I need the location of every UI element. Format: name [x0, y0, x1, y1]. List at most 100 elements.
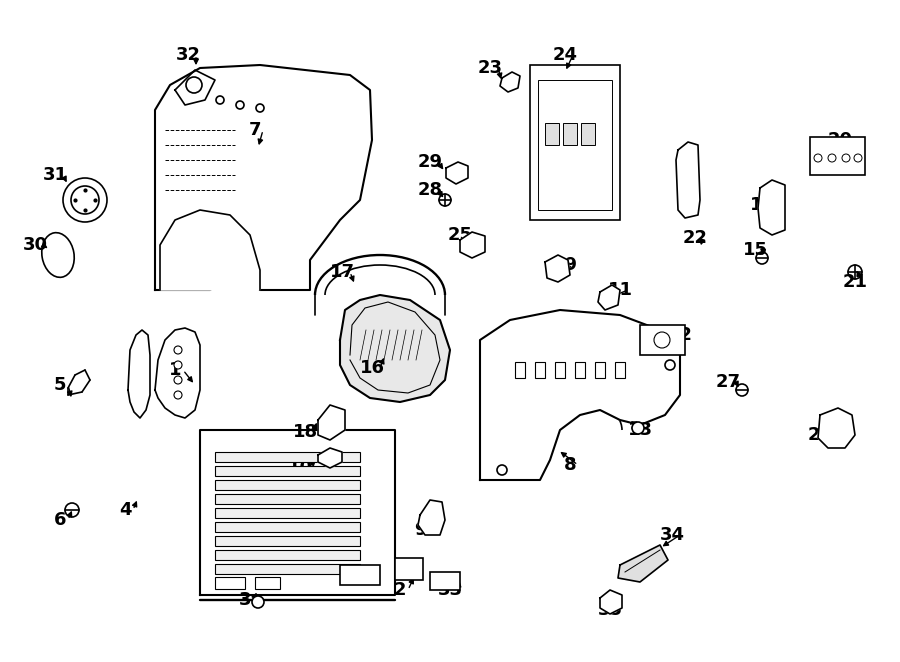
Text: 15: 15 [742, 241, 768, 259]
Polygon shape [598, 285, 620, 310]
Polygon shape [618, 545, 668, 582]
Circle shape [186, 77, 202, 93]
Bar [430, 572, 460, 590]
Polygon shape [155, 328, 200, 418]
Bar [215, 452, 360, 462]
Text: 19: 19 [553, 256, 578, 274]
Polygon shape [200, 430, 395, 595]
Text: 3: 3 [238, 591, 251, 609]
Text: 1: 1 [169, 361, 181, 379]
Bar [215, 577, 245, 589]
Text: 13: 13 [627, 421, 652, 439]
Bar [575, 362, 585, 378]
Text: 23: 23 [478, 59, 502, 77]
Circle shape [174, 361, 182, 369]
Circle shape [828, 154, 836, 162]
Bar [215, 494, 360, 504]
Bar [581, 123, 595, 145]
Circle shape [497, 465, 507, 475]
Bar [563, 123, 577, 145]
Bar [538, 80, 612, 210]
Text: 22: 22 [682, 229, 707, 247]
Text: 33: 33 [437, 581, 463, 599]
Text: 11: 11 [608, 281, 633, 299]
Text: 27: 27 [716, 373, 741, 391]
Circle shape [252, 596, 264, 608]
Circle shape [216, 96, 224, 104]
Bar [640, 325, 685, 355]
Circle shape [63, 178, 107, 222]
Text: 21: 21 [842, 273, 868, 291]
Text: 9: 9 [414, 521, 427, 539]
Text: 32: 32 [176, 46, 201, 64]
Polygon shape [460, 232, 485, 258]
Polygon shape [340, 295, 450, 402]
Circle shape [256, 104, 264, 112]
Text: 4: 4 [119, 501, 131, 519]
Circle shape [736, 384, 748, 396]
Polygon shape [500, 72, 520, 92]
Polygon shape [818, 408, 855, 448]
Text: 34: 34 [660, 526, 685, 544]
Circle shape [174, 346, 182, 354]
Polygon shape [175, 70, 215, 105]
Bar [545, 123, 559, 145]
Circle shape [854, 154, 862, 162]
Bar [395, 558, 423, 580]
Polygon shape [318, 448, 342, 468]
Bar [515, 362, 525, 378]
Circle shape [848, 265, 862, 279]
Text: 26: 26 [807, 426, 833, 444]
Polygon shape [160, 210, 260, 290]
Bar [555, 362, 565, 378]
Bar [255, 577, 280, 589]
Text: 7: 7 [248, 121, 261, 139]
Bar [215, 480, 360, 490]
Bar [215, 536, 360, 546]
Bar [810, 137, 865, 175]
Text: 28: 28 [418, 181, 443, 199]
Polygon shape [446, 162, 468, 184]
Circle shape [632, 422, 644, 434]
Text: 2: 2 [394, 581, 406, 599]
Text: 14: 14 [750, 196, 775, 214]
Bar [215, 564, 360, 574]
Bar [215, 508, 360, 518]
Text: 12: 12 [668, 326, 692, 344]
Text: 31: 31 [42, 166, 68, 184]
Bar [530, 65, 620, 220]
Bar [215, 550, 360, 560]
Bar [535, 362, 545, 378]
Polygon shape [155, 65, 372, 290]
Text: 17: 17 [329, 263, 355, 281]
Text: 24: 24 [553, 46, 578, 64]
Text: 29: 29 [418, 153, 443, 171]
Bar [215, 522, 360, 532]
Polygon shape [480, 310, 680, 480]
Bar [595, 362, 605, 378]
Text: 10: 10 [287, 459, 312, 477]
Text: 35: 35 [598, 601, 623, 619]
Circle shape [654, 332, 670, 348]
Circle shape [842, 154, 850, 162]
Text: 6: 6 [54, 511, 67, 529]
Text: 25: 25 [447, 226, 473, 244]
Bar [340, 565, 380, 585]
Text: 16: 16 [359, 359, 384, 377]
Polygon shape [128, 330, 150, 418]
Circle shape [174, 391, 182, 399]
Polygon shape [545, 255, 570, 282]
Text: 30: 30 [22, 236, 48, 254]
Bar [215, 466, 360, 476]
Circle shape [665, 360, 675, 370]
Circle shape [174, 376, 182, 384]
Ellipse shape [41, 232, 74, 277]
Polygon shape [600, 590, 622, 614]
Text: 20: 20 [827, 131, 852, 149]
Circle shape [71, 186, 99, 214]
Circle shape [814, 154, 822, 162]
Text: 5: 5 [54, 376, 67, 394]
Circle shape [439, 194, 451, 206]
Polygon shape [758, 180, 785, 235]
Circle shape [756, 252, 768, 264]
